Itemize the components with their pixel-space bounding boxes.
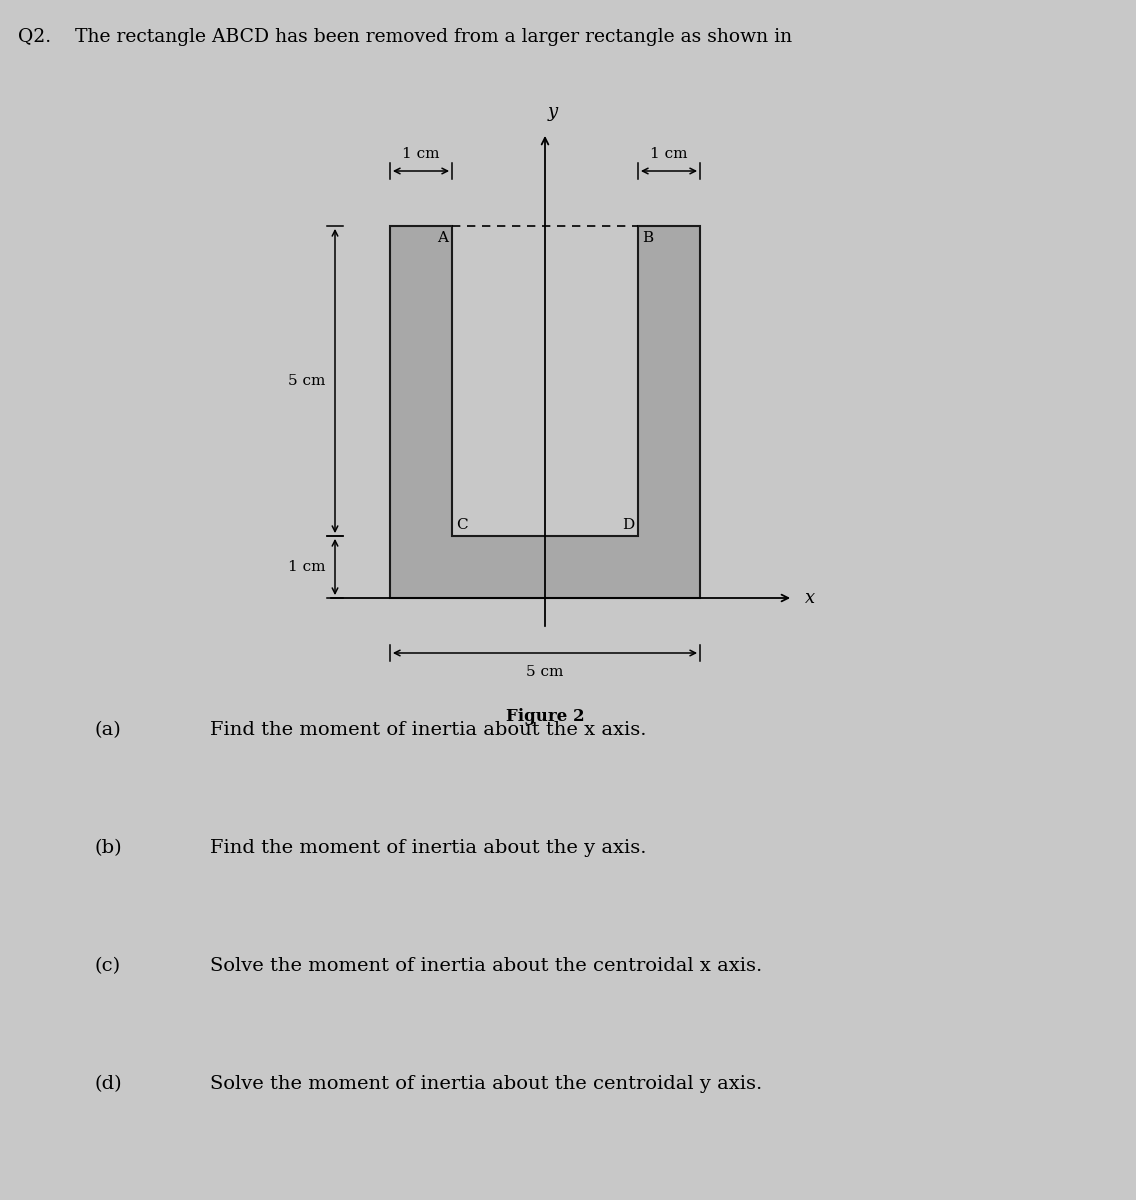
Text: 1 cm: 1 cm [287, 560, 325, 574]
Text: B: B [642, 230, 653, 245]
Text: (c): (c) [95, 958, 122, 974]
Text: (b): (b) [95, 839, 123, 857]
Polygon shape [390, 226, 700, 598]
Text: Figure 2: Figure 2 [506, 708, 584, 725]
Text: Solve the moment of inertia about the centroidal x axis.: Solve the moment of inertia about the ce… [210, 958, 762, 974]
Text: C: C [456, 518, 468, 532]
Text: x: x [805, 589, 816, 607]
Text: 5 cm: 5 cm [287, 374, 325, 388]
Text: A: A [437, 230, 448, 245]
Text: y: y [548, 102, 558, 120]
Text: 1 cm: 1 cm [402, 146, 440, 161]
Text: 1 cm: 1 cm [650, 146, 687, 161]
Text: D: D [621, 518, 634, 532]
Text: Q2.    The rectangle ABCD has been removed from a larger rectangle as shown in: Q2. The rectangle ABCD has been removed … [18, 28, 792, 46]
Text: (d): (d) [95, 1075, 123, 1093]
Text: Solve the moment of inertia about the centroidal y axis.: Solve the moment of inertia about the ce… [210, 1075, 762, 1093]
Text: (a): (a) [95, 721, 122, 739]
Text: 5 cm: 5 cm [526, 665, 563, 679]
Text: Find the moment of inertia about the y axis.: Find the moment of inertia about the y a… [210, 839, 646, 857]
Text: Find the moment of inertia about the x axis.: Find the moment of inertia about the x a… [210, 721, 646, 739]
